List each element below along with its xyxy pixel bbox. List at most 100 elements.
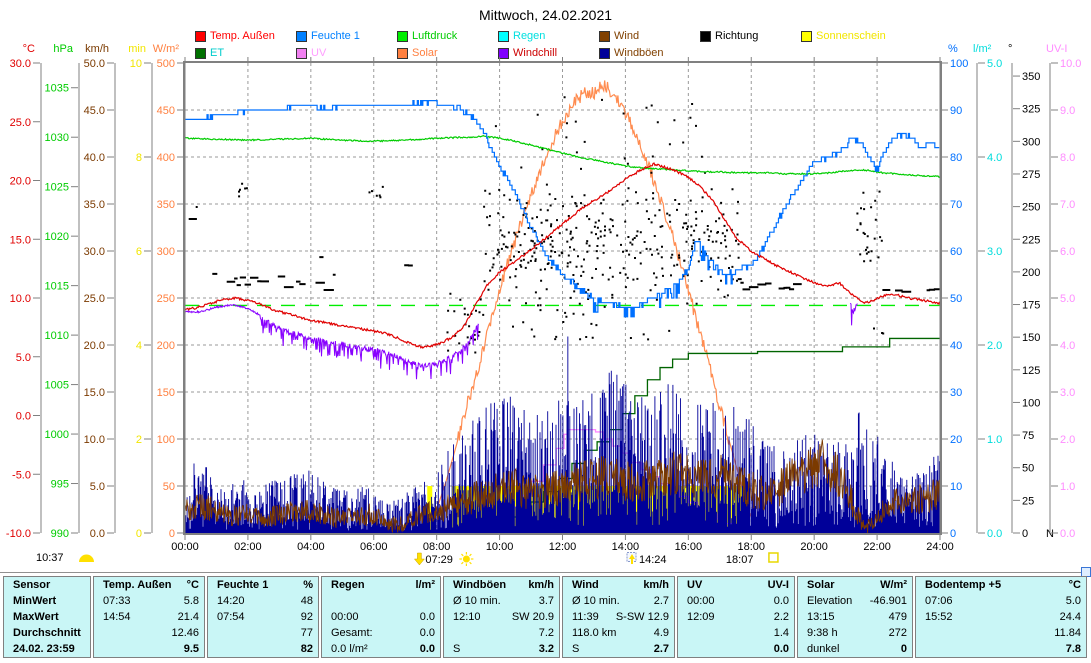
axis-tick-label: -5.0 — [12, 469, 31, 481]
table-cell: UV — [687, 579, 703, 591]
axis-unit-label: W/m² — [153, 43, 180, 55]
legend-label: Solar — [412, 47, 438, 59]
table-cell: 13:15 — [807, 611, 835, 623]
table-cell: 7.2 — [538, 627, 554, 639]
axis-tick-label: 10 — [130, 58, 142, 70]
legend-label: Wind — [614, 30, 640, 42]
table-row: 12.46 — [94, 625, 204, 641]
table-cell: -46.901 — [869, 595, 907, 607]
axis-tick-label: 30.0 — [10, 58, 31, 70]
table-row: 118.0 km 4.9 — [563, 625, 674, 641]
table-cell: 0.0 — [419, 611, 435, 623]
legend-swatch — [397, 47, 408, 59]
table-row: 12:10 SW 20.9 — [444, 609, 559, 625]
legend-item-regen: Regen — [498, 30, 545, 42]
table-cell: UV-I — [767, 579, 789, 591]
axis-tick-label: 1015 — [45, 281, 69, 293]
sun-icon — [462, 555, 470, 563]
sunrise-time-label: 07:29 — [425, 554, 453, 566]
table-cell: 48 — [300, 595, 313, 607]
axis-tick-label: 0 — [950, 528, 956, 540]
axis-tick-label: 1.0 — [1060, 481, 1075, 493]
table-cell: Bodentemp +5 — [925, 579, 1002, 591]
table-cell: MinWert — [13, 595, 57, 607]
table-col-feuchte-1: Feuchte 1% 14:20 48 07:54 92 77 82 — [207, 576, 319, 658]
series-humidity — [185, 100, 940, 318]
table-row: 1.4 — [678, 625, 794, 641]
legend-swatch — [599, 30, 610, 42]
table-cell: 3.7 — [538, 595, 554, 607]
x-tick-label: 00:00 — [171, 541, 199, 553]
axis-tick-label: -10.0 — [6, 528, 31, 540]
table-cell: Ø 10 min. — [453, 595, 501, 607]
axis-tick-label: 70 — [950, 199, 962, 211]
legend-item-wind: Wind — [599, 30, 639, 42]
axis-tick-label: 8.0 — [1060, 152, 1075, 164]
table-cell: 0.0 — [419, 627, 435, 639]
axis-tick-label: 80 — [950, 152, 962, 164]
axis-tick-label: 325 — [1022, 104, 1040, 116]
axis-kmh: 0.0 5.0 10.0 15.0 20.0 25.0 30.0 35.0 40.0 45.0 50… — [84, 43, 116, 540]
series-richtung — [188, 96, 940, 354]
table-row: Temp. Außen °C — [94, 577, 204, 593]
table-cell — [99, 625, 103, 641]
series-gusts — [185, 336, 940, 533]
legend-label: Luftdruck — [412, 30, 458, 42]
table-cell: 07:33 — [103, 595, 131, 607]
axis-tick-label: 225 — [1022, 234, 1040, 246]
table-cell: l/m² — [415, 579, 435, 591]
table-cell: 0.0 — [773, 643, 789, 655]
axis-tick-label: 250 — [1022, 202, 1040, 214]
axis-tick-label: 1005 — [45, 380, 69, 392]
table-cell: 2.7 — [653, 643, 669, 655]
table-row — [322, 593, 440, 609]
table-cell: km/h — [643, 579, 669, 591]
table-cell: 5.0 — [1065, 595, 1081, 607]
axis-tick-label: 1030 — [45, 132, 69, 144]
table-cell — [213, 625, 217, 641]
legend-item-windchill: Windchill — [498, 47, 557, 59]
table-cell: 14:20 — [217, 595, 245, 607]
legend-label: ET — [210, 47, 225, 59]
axis-unit-label: km/h — [85, 43, 109, 55]
table-cell: km/h — [528, 579, 554, 591]
table-cell: 0.0 — [419, 643, 435, 655]
table-row: Sensor — [4, 577, 90, 593]
axis-tick-label: 25.0 — [84, 293, 105, 305]
legend-item-windb-en: Windböen — [599, 47, 664, 59]
table-cell — [921, 641, 925, 657]
axis-tick-label: 20.0 — [84, 340, 105, 352]
axis-pct: 0 10 20 30 40 50 60 70 80 90 100% — [939, 43, 968, 540]
x-axis: 00:00 02:00 04:00 06:00 08:00 10:00 12:00 14:00… — [171, 57, 954, 553]
axis-tick-label: 10 — [950, 481, 962, 493]
table-cell: dunkel — [807, 643, 840, 655]
table-row: Feuchte 1% — [208, 577, 318, 593]
legend-swatch — [296, 30, 307, 42]
series-layer — [185, 80, 940, 533]
table-cell: 5.8 — [183, 595, 199, 607]
table-col-regen: Regen l/m² 00:00 0.0 Gesamt: 0.0 0.0 l/m² 0.0 — [321, 576, 441, 658]
axis-tick-label: 45.0 — [84, 105, 105, 117]
half-sun-icon — [79, 554, 94, 562]
table-cell: 0.0 — [773, 595, 789, 607]
table-cell: Solar — [807, 579, 835, 591]
table-cell: SW 20.9 — [511, 611, 554, 623]
table-cell: Ø 10 min. — [572, 595, 620, 607]
x-tick-label: 10:00 — [486, 541, 514, 553]
axis-tick-label: 4.0 — [1060, 340, 1075, 352]
table-cell: Sensor — [13, 579, 51, 591]
axis-tick-label: 100 — [950, 58, 968, 70]
table-row: S 2.7 — [563, 641, 674, 657]
axis-unit-label: ° — [1008, 43, 1012, 55]
x-tick-label: 12:00 — [549, 541, 577, 553]
table-col-uv: UV UV-I 00:00 0.0 12:09 2.2 1.4 0.0 — [677, 576, 795, 658]
axis-tick-label: 60 — [950, 246, 962, 258]
legend-label: UV — [311, 47, 327, 59]
axis-tick-label: 7.0 — [1060, 199, 1075, 211]
axis-tick-label: 40 — [950, 340, 962, 352]
series-pressure — [185, 134, 940, 179]
axis-tick-label: 5.0 — [1060, 293, 1075, 305]
axis-tick-label: 35.0 — [84, 199, 105, 211]
table-row: 07:06 5.0 — [916, 593, 1086, 609]
axis-tick-label: 25.0 — [10, 117, 31, 129]
